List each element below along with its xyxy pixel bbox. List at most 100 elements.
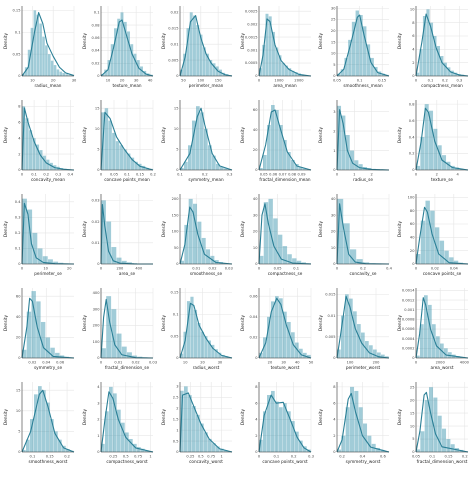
histogram-bar (369, 345, 373, 358)
x-tick-label: 0.04 (450, 267, 459, 271)
x-tick-label: 20 (67, 267, 72, 271)
y-tick-label: 0.6 (409, 119, 415, 123)
y-tick-label: 0.02 (91, 61, 99, 65)
y-axis-label: Density (3, 127, 8, 143)
histogram-bar (190, 297, 193, 358)
x-tick-label: 1000 (274, 79, 284, 83)
y-tick-label: 0.0025 (245, 9, 258, 13)
histogram-bar (46, 337, 50, 358)
histogram-bar (117, 334, 122, 358)
y-tick-label: 0.4 (15, 200, 21, 204)
histogram-bar (184, 386, 188, 452)
y-tick-label: 10 (331, 52, 336, 56)
x-axis-label: concavity_mean (31, 177, 65, 182)
y-tick-label: 20 (331, 29, 336, 33)
histogram-bar (420, 431, 424, 452)
y-axis-label: Density (82, 315, 87, 331)
y-tick-label: 0.2 (15, 231, 21, 235)
y-tick-label: 50 (174, 246, 179, 250)
y-axis-label: Density (3, 33, 8, 49)
y-axis-label: Density (240, 221, 245, 237)
y-tick-label: 8 (255, 385, 258, 389)
histogram-bar (105, 108, 108, 170)
y-tick-label: 150 (172, 213, 180, 217)
histogram-bar (60, 72, 63, 76)
y-tick-label: 0.02 (249, 336, 257, 340)
y-tick-label: 2 (255, 434, 257, 438)
histogram-bar (48, 54, 51, 76)
y-tick-label: 0.1 (15, 30, 21, 34)
y-tick-label: 100 (408, 196, 416, 200)
x-tick-label: 0.05 (110, 173, 118, 177)
histogram-bar (39, 24, 42, 77)
y-tick-label: 0.02 (170, 11, 178, 15)
x-tick-label: 0.02 (431, 267, 439, 271)
x-tick-label: 0.03 (225, 267, 233, 271)
histogram-bar (433, 398, 437, 452)
x-tick-label: 0.2 (462, 455, 468, 459)
y-tick-label: 2 (18, 152, 20, 156)
x-tick-label: 0.5 (198, 455, 204, 459)
y-tick-label: 10 (95, 127, 100, 131)
histogram-bar (57, 69, 60, 76)
y-axis-label: Density (82, 409, 87, 425)
x-tick-label: 0.06 (269, 173, 278, 177)
y-tick-label: 0.005 (168, 58, 178, 62)
x-tick-label: 0.2 (291, 455, 297, 459)
x-tick-label: 0.2 (339, 455, 345, 459)
y-tick-label: 0.08 (91, 23, 100, 27)
y-tick-label: 8 (333, 385, 336, 389)
histogram-bar (54, 65, 57, 76)
histogram-bar (267, 395, 271, 452)
y-tick-label: 0 (18, 356, 21, 360)
x-tick-label: 100 (347, 361, 355, 365)
y-axis-label: Density (240, 315, 245, 331)
x-tick-label: 2 (371, 173, 373, 177)
histogram-bar (122, 347, 127, 358)
x-tick-label: 20 (51, 79, 56, 83)
y-tick-label: 2 (176, 406, 178, 410)
y-tick-label: 1 (176, 428, 178, 432)
x-tick-label: 20 (120, 79, 125, 83)
y-tick-label: 40 (331, 197, 336, 201)
y-axis-label: Density (318, 33, 323, 49)
histogram-bar (357, 324, 361, 358)
x-axis-label: symmetry_se (34, 365, 63, 370)
y-tick-label: 0.06 (249, 294, 258, 298)
y-tick-label: 2 (412, 61, 414, 65)
x-tick-label: 0 (100, 267, 103, 271)
x-axis-label: compactness_mean (421, 83, 463, 88)
x-axis-label: symmetry_mean (188, 177, 224, 182)
x-tick-label: 1 (220, 455, 222, 459)
histogram-bar (200, 112, 204, 170)
y-tick-label: 20 (253, 148, 258, 152)
x-tick-label: 0.15 (444, 455, 452, 459)
y-axis-label: Density (240, 33, 245, 49)
y-tick-label: 6 (255, 401, 258, 405)
x-tick-label: 0.2 (442, 79, 448, 83)
x-tick-label: 0.1 (177, 173, 183, 177)
histogram-bar (263, 155, 267, 170)
y-tick-label: 2 (333, 129, 335, 133)
y-tick-label: 0.01 (91, 241, 99, 245)
y-tick-label: 100 (172, 230, 180, 234)
histogram-bar (353, 311, 357, 358)
y-tick-label: 0 (176, 74, 179, 78)
x-tick-label: 0 (21, 267, 24, 271)
y-tick-label: 0 (176, 262, 179, 266)
y-tick-label: 25 (331, 18, 336, 22)
histogram-bar (43, 156, 46, 170)
y-tick-label: 25 (410, 385, 415, 389)
x-tick-label: 0.5 (123, 455, 129, 459)
y-tick-label: 0 (97, 450, 100, 454)
